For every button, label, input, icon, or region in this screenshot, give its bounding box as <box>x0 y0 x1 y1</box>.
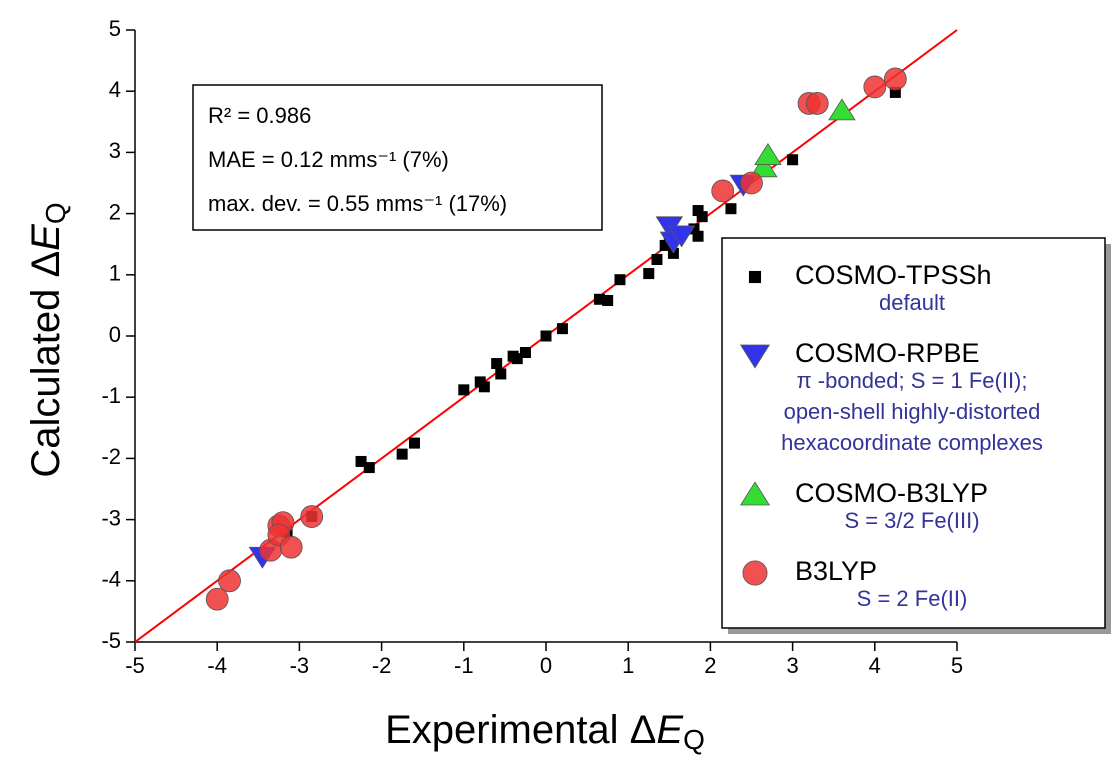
point <box>495 368 507 380</box>
point <box>805 92 829 115</box>
y-tick-label: 2 <box>109 199 121 224</box>
point <box>458 384 470 396</box>
point <box>363 462 375 474</box>
point <box>511 353 523 365</box>
y-tick-label: 4 <box>109 77 121 102</box>
x-tick-label: -5 <box>125 653 145 678</box>
y-tick-label: -5 <box>101 628 121 653</box>
point <box>651 254 663 265</box>
legend-name: COSMO-RPBE <box>795 338 980 368</box>
y-tick-label: -3 <box>101 505 121 530</box>
legend-marker <box>742 560 768 586</box>
x-label: Experimental ΔEQ <box>385 708 705 756</box>
legend-box <box>721 237 1106 629</box>
legend-description: S = 2 Fe(II) <box>857 586 968 611</box>
legend-description: default <box>879 290 945 315</box>
point <box>614 274 626 286</box>
label-italic: E <box>656 708 684 752</box>
legend-marker <box>739 344 771 369</box>
y-tick-label: -1 <box>101 383 121 408</box>
point <box>750 155 778 178</box>
legend-name: COSMO-TPSSh <box>795 260 992 290</box>
y-tick-label: -2 <box>101 444 121 469</box>
point <box>593 293 605 305</box>
label-sub: Q <box>40 202 71 224</box>
y-tick-label: 5 <box>109 16 121 41</box>
point <box>355 455 367 467</box>
point <box>519 347 531 359</box>
point <box>540 330 552 342</box>
point <box>889 86 901 98</box>
point <box>863 75 887 99</box>
point <box>279 535 303 559</box>
point <box>688 223 700 235</box>
point <box>556 323 568 335</box>
legend-name: COSMO-B3LYP <box>795 478 988 508</box>
legend-description: open-shell highly-distorted <box>784 399 1041 424</box>
point <box>491 358 503 370</box>
legend-description: π -bonded; S = 1 Fe(II); <box>796 368 1027 393</box>
label-italic: E <box>24 223 68 251</box>
point <box>602 295 614 307</box>
legend-description: S = 3/2 Fe(III) <box>844 508 979 533</box>
x-tick-label: 3 <box>786 653 798 678</box>
point <box>218 569 241 593</box>
y-tick-label: 0 <box>109 322 121 347</box>
point <box>205 587 229 611</box>
x-tick-label: -4 <box>207 653 227 678</box>
y-tick-label: -4 <box>101 567 121 592</box>
point <box>696 211 708 223</box>
x-tick-label: -2 <box>372 653 392 678</box>
legend-marker <box>739 481 771 506</box>
point <box>408 437 420 449</box>
point <box>692 205 704 217</box>
label-text: Calculated Δ <box>24 251 68 478</box>
point <box>711 179 735 203</box>
legend-description: hexacoordinate complexes <box>781 430 1043 455</box>
annotation-line: MAE = 0.12 mms⁻¹ (7%) <box>208 147 449 172</box>
point <box>883 67 907 91</box>
point <box>787 154 799 166</box>
point <box>643 268 655 280</box>
legend-marker <box>748 270 762 284</box>
label-text: Experimental Δ <box>385 708 656 752</box>
x-tick-label: 5 <box>951 653 963 678</box>
point <box>478 381 490 393</box>
y-tick-label: 3 <box>109 138 121 163</box>
point <box>740 171 763 195</box>
y-tick-label: 1 <box>109 261 121 286</box>
x-tick-label: 4 <box>869 653 881 678</box>
label-sub: Q <box>683 724 705 755</box>
annotation-line: R² = 0.986 <box>208 103 311 128</box>
x-tick-label: 2 <box>704 653 716 678</box>
x-tick-label: -1 <box>454 653 474 678</box>
legend-name: B3LYP <box>795 556 877 586</box>
x-tick-label: 0 <box>540 653 552 678</box>
x-tick-label: 1 <box>622 653 634 678</box>
point <box>396 448 408 460</box>
point <box>828 98 856 121</box>
annotation-line: max. dev. = 0.55 mms⁻¹ (17%) <box>208 191 507 216</box>
annotation-box <box>192 84 603 231</box>
x-tick-label: -3 <box>290 653 310 678</box>
point <box>754 143 782 165</box>
point <box>300 505 324 528</box>
y-label: Calculated ΔEQ <box>24 202 72 477</box>
point <box>667 225 696 248</box>
point <box>692 230 704 242</box>
point <box>725 203 737 215</box>
